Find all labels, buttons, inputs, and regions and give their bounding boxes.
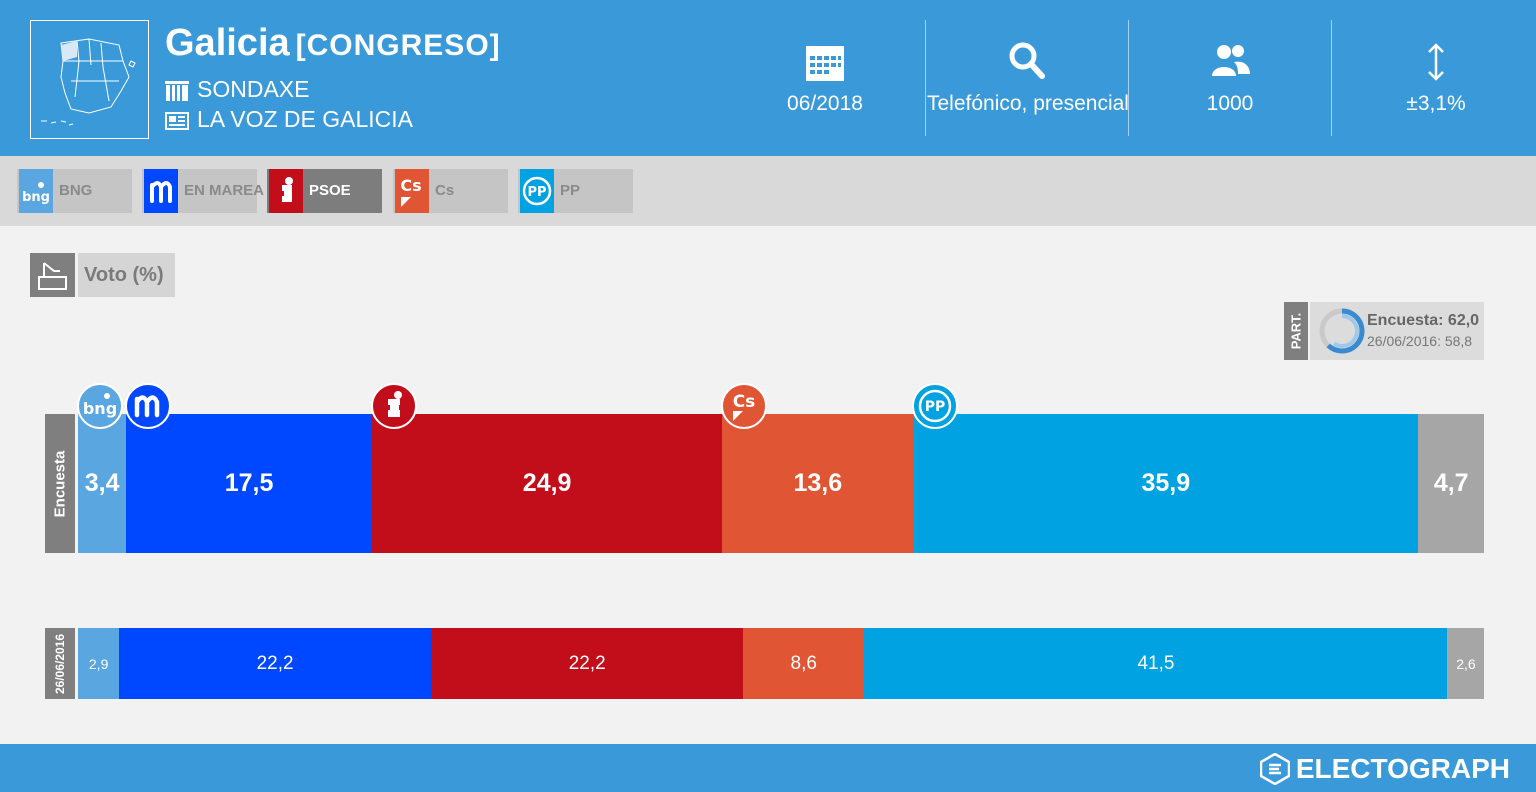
legend-item-cs[interactable]: Cs Cs [393, 169, 508, 213]
en-marea-logo-icon [144, 169, 178, 213]
updown-arrow-icon [1428, 43, 1444, 81]
participation-donut-icon [1319, 308, 1365, 354]
media-line: LA VOZ DE GALICIA [165, 106, 413, 133]
page-title: Galicia [CONGRESO] [165, 22, 501, 64]
stat-date: 06/2018 [725, 20, 925, 136]
bar-en-marea-previous: 22,2 [118, 628, 432, 699]
en-marea-logo-icon [124, 383, 171, 429]
stat-sample: 1000 [1130, 20, 1330, 136]
page-subtitle: [CONGRESO] [295, 29, 501, 62]
bar-pp-previous: 41,5 [863, 628, 1448, 699]
participation-survey: Encuesta: 62,0 [1367, 312, 1480, 329]
bar-psoe-previous: 22,2 [430, 628, 744, 699]
legend-label: Cs [435, 182, 455, 199]
pp-logo-icon: PP [520, 169, 554, 213]
divider [925, 20, 926, 136]
bar-others-encuesta: 4,7 [1417, 414, 1485, 553]
svg-text:bng: bng [22, 190, 50, 205]
legend-label: PP [560, 182, 581, 199]
stat-method-value: Telefónico, presencial [927, 92, 1129, 115]
calendar-icon [806, 46, 844, 81]
pollster-line: SONDAXE [165, 76, 309, 103]
cs-logo-icon: Cs [395, 169, 429, 213]
stat-error-value: ±3,1% [1406, 92, 1466, 115]
bar-psoe-encuesta: 24,9 [371, 414, 723, 553]
psoe-logo-icon [269, 169, 303, 213]
svg-text:Cs: Cs [733, 392, 756, 412]
cs-logo-icon: Cs [720, 383, 767, 429]
stat-sample-value: 1000 [1206, 92, 1254, 115]
media-name: LA VOZ DE GALICIA [197, 106, 414, 132]
brand: ELECTOGRAPH [1259, 753, 1510, 785]
bng-logo-icon: bng [19, 169, 53, 213]
bar-bng-previous: 2,9 [78, 628, 120, 699]
bng-logo-icon: bng [77, 383, 123, 429]
row-label-encuesta: Encuesta [45, 414, 75, 553]
stat-error: ±3,1% [1336, 20, 1536, 136]
spain-map-icon [30, 20, 149, 139]
stat-method: Telefónico, presencial [927, 20, 1129, 136]
party-legend: bng BNG EN MAREA PSOE Cs Cs PP PP [0, 156, 1536, 226]
divider [1331, 20, 1332, 136]
bar-others-previous: 2,6 [1447, 628, 1485, 699]
brand-name: ELECTOGRAPH [1295, 753, 1510, 784]
legend-label: BNG [59, 182, 93, 199]
participation-tag: PART. [1284, 302, 1308, 360]
pollster-name: SONDAXE [197, 76, 310, 102]
bar-bng-encuesta: 3,4 [78, 414, 127, 553]
bar-pp-encuesta: 35,9 [913, 414, 1419, 553]
svg-text:PP: PP [527, 185, 546, 200]
voto-label: Voto (%) [78, 253, 175, 297]
participation-box: Encuesta: 62,0 26/06/2016: 58,8 [1310, 302, 1484, 360]
row-label-previous: 26/06/2016 [45, 628, 75, 699]
svg-text:PP: PP [925, 399, 946, 415]
header: Galicia [CONGRESO] SONDAXE LA VOZ DE GALI… [0, 0, 1536, 156]
legend-item-pp[interactable]: PP PP [518, 169, 633, 213]
magnifier-icon [1009, 42, 1045, 79]
people-icon [1212, 45, 1250, 76]
bar-cs-encuesta: 13,6 [721, 414, 914, 553]
legend-item-en-marea[interactable]: EN MAREA [142, 169, 264, 213]
legend-item-psoe[interactable]: PSOE [267, 169, 382, 213]
divider [1128, 20, 1129, 136]
participation-previous: 26/06/2016: 58,8 [1367, 333, 1473, 349]
svg-text:Cs: Cs [400, 176, 421, 195]
electograph-logo-icon [1259, 753, 1290, 785]
svg-text:bng: bng [83, 399, 117, 418]
legend-label: EN MAREA [184, 182, 265, 199]
footer: ELECTOGRAPH [0, 744, 1536, 792]
bar-cs-previous: 8,6 [743, 628, 865, 699]
bar-en-marea-encuesta: 17,5 [125, 414, 373, 553]
legend-label: PSOE [309, 182, 351, 199]
stat-date-value: 06/2018 [787, 92, 863, 115]
newspaper-icon [165, 110, 189, 130]
pp-logo-icon: PP [912, 383, 959, 429]
psoe-logo-icon [370, 383, 417, 429]
building-icon [165, 80, 189, 101]
legend-item-bng[interactable]: bng BNG [17, 169, 132, 213]
ballot-box-icon [30, 253, 75, 297]
